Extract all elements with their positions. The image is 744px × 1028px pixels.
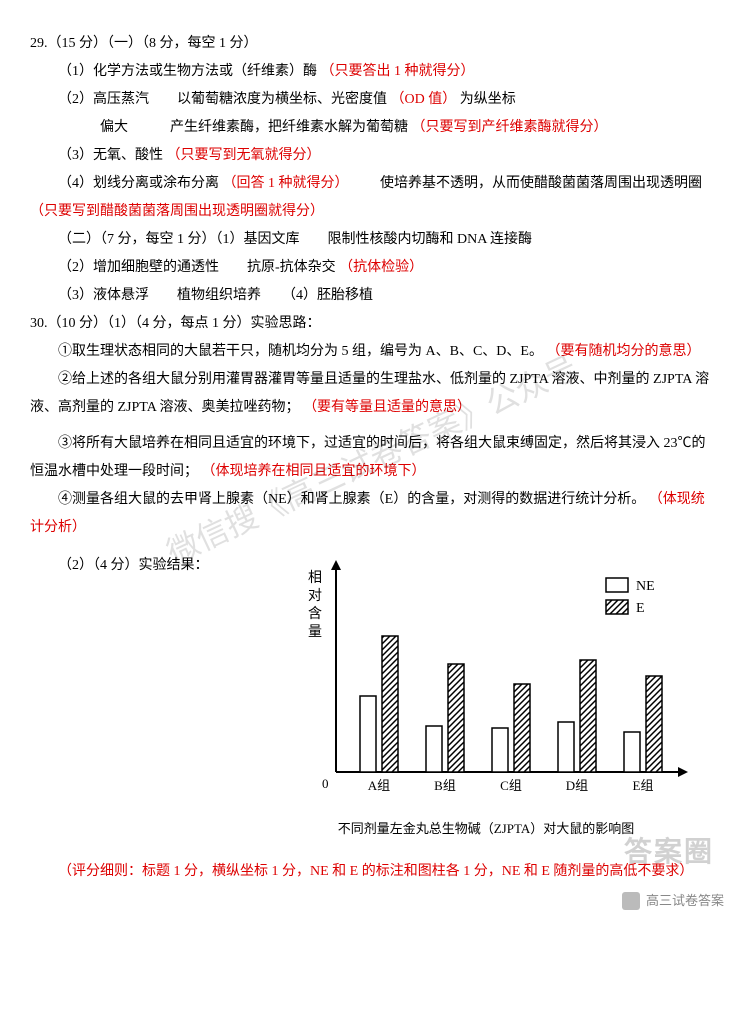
q30-s4-text: ④测量各组大鼠的去甲肾上腺素（NE）和肾上腺素（E）的含量，对测得的数据进行统计… <box>58 492 645 507</box>
bar-chart: 0 相对含量 NE E A组 B组 C组 D组 E组 <box>276 552 696 812</box>
q29-part2a: （二）（7 分，每空 1 分）（1）基因文库 限制性核酸内切酶和 DNA 连接酶 <box>30 226 714 254</box>
q30-s2: ②给上述的各组大鼠分别用灌胃器灌胃等量且适量的生理盐水、低剂量的 ZJPTA 溶… <box>30 366 714 422</box>
q30-s4: ④测量各组大鼠的去甲肾上腺素（NE）和肾上腺素（E）的含量，对测得的数据进行统计… <box>30 486 714 542</box>
svg-text:E组: E组 <box>633 778 654 793</box>
q29-2a-text: （2）高压蒸汽 以葡萄糖浓度为横坐标、光密度值 <box>58 92 387 107</box>
q30-s1-text: ①取生理状态相同的大鼠若干只，随机均分为 5 组，编号为 A、B、C、D、E。 <box>58 344 543 359</box>
q30-s1-note: （要有随机均分的意思） <box>546 344 700 359</box>
svg-text:含: 含 <box>308 606 322 622</box>
source-logo-icon <box>622 892 640 910</box>
svg-text:量: 量 <box>308 624 322 640</box>
source-tag: 高三试卷答案 <box>622 888 724 914</box>
q29-3: （3）无氧、酸性 （只要写到无氧就得分） <box>30 142 714 170</box>
q29-4a-red: （回答 1 种就得分） <box>223 176 349 191</box>
q30-s3-note: （体现培养在相同且适宜的环境下） <box>202 464 426 479</box>
q29-2a-tail: 为纵坐标 <box>460 92 516 107</box>
q29-4b-note: （只要写到醋酸菌菌落周围出现透明圈就得分） <box>30 204 324 219</box>
svg-text:A组: A组 <box>368 778 390 793</box>
svg-text:0: 0 <box>322 776 329 791</box>
q29-2b-note: （只要写到产纤维素酶就得分） <box>412 120 608 135</box>
scoring-note: （评分细则：标题 1 分，横纵坐标 1 分，NE 和 E 的标注和图柱各 1 分… <box>30 858 714 886</box>
chart-area: 0 相对含量 NE E A组 B组 C组 D组 E组 不同剂量左金丸总生物碱（ZJPTA）对大鼠… <box>258 552 714 842</box>
q29-header: 29.（15 分）（一）（8 分，每空 1 分） <box>30 30 714 58</box>
q29-4a-text: （4）划线分离或涂布分离 <box>58 176 219 191</box>
q29-1-note: （只要答出 1 种就得分） <box>321 64 475 79</box>
chart-row: （2）（4 分）实验结果： 0 相对含量 NE E A组 B组 C组 D组 E组 不同剂量左金丸… <box>30 552 714 842</box>
q29-3-note: （只要写到无氧就得分） <box>167 148 321 163</box>
q29-3-text: （3）无氧、酸性 <box>58 148 163 163</box>
svg-text:B组: B组 <box>434 778 456 793</box>
q29-2b-text: 偏大 产生纤维素酶，把纤维素水解为葡萄糖 <box>58 120 408 135</box>
q30-s3: ③将所有大鼠培养在相同且适宜的环境下，过适宜的时间后，将各组大鼠束缚固定，然后将… <box>30 430 714 486</box>
q29-2b: 偏大 产生纤维素酶，把纤维素水解为葡萄糖 （只要写到产纤维素酶就得分） <box>30 114 714 142</box>
svg-text:E: E <box>636 601 645 616</box>
source-text: 高三试卷答案 <box>646 888 724 914</box>
q29-4a: （4）划线分离或涂布分离 （回答 1 种就得分） 使培养基不透明，从而使醋酸菌菌… <box>30 170 714 198</box>
q29-1: （1）化学方法或生物方法或（纤维素）酶 （只要答出 1 种就得分） <box>30 58 714 86</box>
q29-part2c: （3）液体悬浮 植物组织培养 （4）胚胎移植 <box>30 282 714 310</box>
q29-2a: （2）高压蒸汽 以葡萄糖浓度为横坐标、光密度值 （OD 值） 为纵坐标 <box>30 86 714 114</box>
svg-text:D组: D组 <box>566 778 588 793</box>
q30-part2-label: （2）（4 分）实验结果： <box>30 552 258 580</box>
svg-text:对: 对 <box>308 588 322 604</box>
answer-stamp: 答案圈 <box>624 824 714 880</box>
q30-s1: ①取生理状态相同的大鼠若干只，随机均分为 5 组，编号为 A、B、C、D、E。 … <box>30 338 714 366</box>
q29-part2b-red: （抗体检验） <box>339 260 423 275</box>
q30-s2-note: （要有等量且适量的意思） <box>303 400 471 415</box>
chart-caption: 不同剂量左金丸总生物碱（ZJPTA）对大鼠的影响图 <box>338 816 635 842</box>
svg-text:C组: C组 <box>500 778 522 793</box>
svg-text:相: 相 <box>308 570 322 586</box>
q29-part2b-text: （2）增加细胞壁的通透性 抗原-抗体杂交 <box>58 260 336 275</box>
svg-text:NE: NE <box>636 579 655 594</box>
q29-1-text: （1）化学方法或生物方法或（纤维素）酶 <box>58 64 317 79</box>
q29-2a-red: （OD 值） <box>391 92 457 107</box>
q30-header: 30.（10 分）（1）（4 分，每点 1 分）实验思路： <box>30 310 714 338</box>
q29-4a-tail: 使培养基不透明，从而使醋酸菌菌落周围出现透明圈 <box>352 176 702 191</box>
q29-4b: （只要写到醋酸菌菌落周围出现透明圈就得分） <box>30 198 714 226</box>
q29-part2b: （2）增加细胞壁的通透性 抗原-抗体杂交 （抗体检验） <box>30 254 714 282</box>
